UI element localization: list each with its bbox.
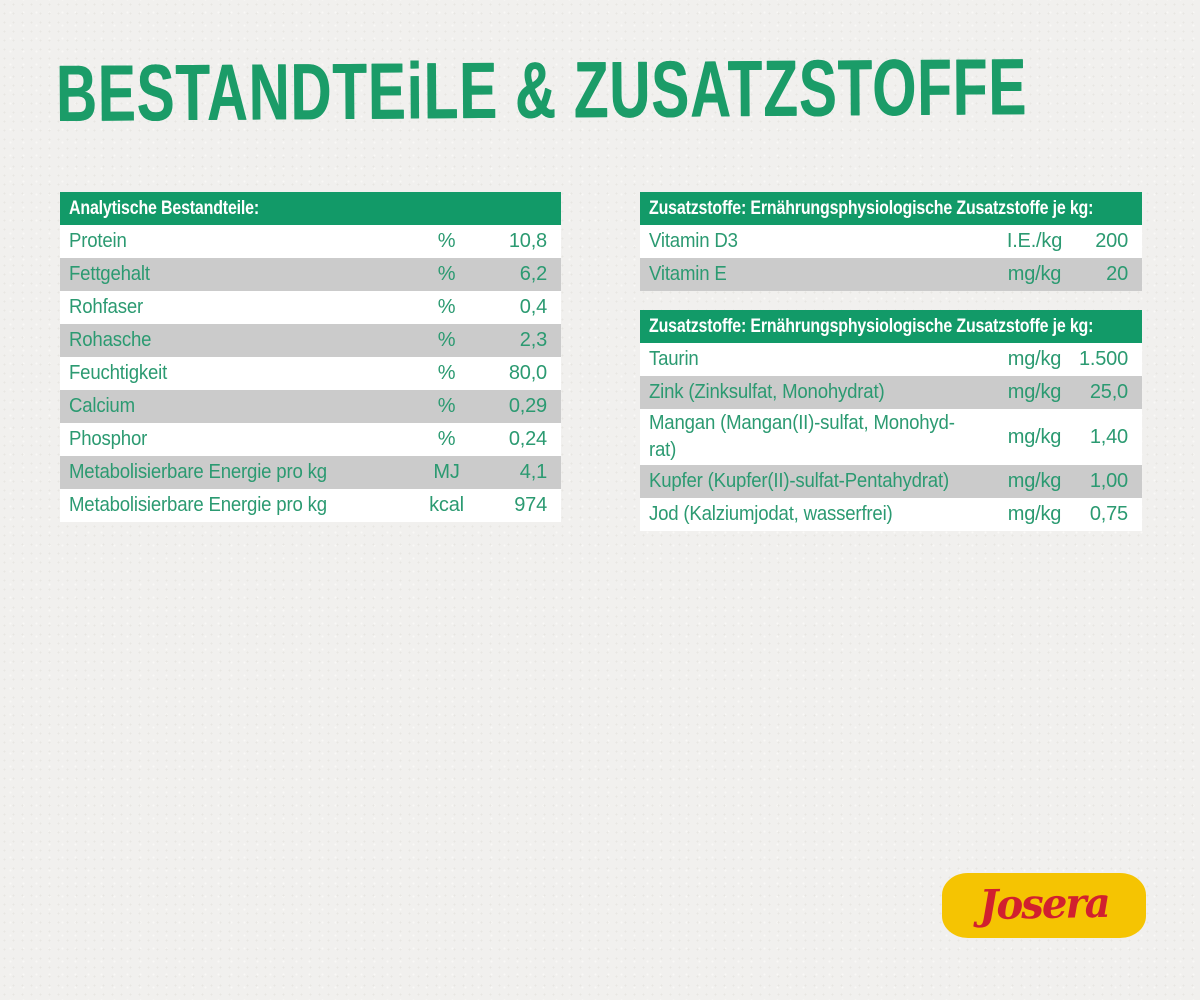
additives-vitamins-table: Zusatzstoffe: Ernährungsphysiologische Z… bbox=[640, 192, 1142, 291]
table-rows: Vitamin D3 I.E./kg 200 Vitamin E mg/kg 2… bbox=[640, 225, 1142, 291]
row-value: 2,3 bbox=[519, 329, 547, 351]
row-name: Jod (Kalziumjodat, wasserfrei) bbox=[649, 503, 893, 525]
row-value: 1,40 bbox=[1089, 425, 1128, 448]
row-value: 10,8 bbox=[508, 230, 547, 252]
analytical-components-table: Analytische Bestandteile: Protein % 10,8… bbox=[60, 192, 561, 522]
table-rows: Taurin mg/kg 1.500 Zink (Zinksulfat, Mon… bbox=[640, 343, 1142, 531]
row-name: Kupfer (Kupfer(II)-sulfat-Pentahydrat) bbox=[649, 470, 949, 492]
row-name: Feuchtigkeit bbox=[69, 362, 168, 384]
row-name: Calcium bbox=[69, 395, 135, 417]
row-name: Taurin bbox=[649, 348, 699, 370]
row-unit: MJ bbox=[433, 461, 460, 483]
additives-trace-elements-table: Zusatzstoffe: Ernährungsphysiologische Z… bbox=[640, 310, 1142, 531]
table-row: Mangan (Mangan(II)-sulfat, Monohyd- rat)… bbox=[640, 409, 1142, 465]
row-name: Rohfaser bbox=[69, 296, 143, 318]
table-header-label: Zusatzstoffe: Ernährungsphysiologische Z… bbox=[649, 197, 1094, 219]
josera-logo-text: Josera bbox=[978, 878, 1110, 929]
row-unit: % bbox=[437, 296, 456, 318]
table-row: Phosphor % 0,24 bbox=[60, 423, 561, 456]
row-unit: kcal bbox=[429, 494, 464, 516]
table-row: Calcium % 0,29 bbox=[60, 390, 561, 423]
row-unit: mg/kg bbox=[1007, 425, 1062, 448]
table-header-label: Analytische Bestandteile: bbox=[69, 197, 260, 219]
table-row: Rohfaser % 0,4 bbox=[60, 291, 561, 324]
josera-logo: Josera bbox=[942, 873, 1146, 938]
table-row: Vitamin E mg/kg 20 bbox=[640, 258, 1142, 291]
table-row: Jod (Kalziumjodat, wasserfrei) mg/kg 0,7… bbox=[640, 498, 1142, 531]
row-value: 0,4 bbox=[519, 296, 547, 318]
table-row: Protein % 10,8 bbox=[60, 225, 561, 258]
table-header: Zusatzstoffe: Ernährungsphysiologische Z… bbox=[640, 192, 1142, 225]
table-row: Kupfer (Kupfer(II)-sulfat-Pentahydrat) m… bbox=[640, 465, 1142, 498]
row-name: Fettgehalt bbox=[69, 263, 150, 285]
row-name: Mangan (Mangan(II)-sulfat, Monohyd- rat) bbox=[649, 412, 955, 461]
row-unit: mg/kg bbox=[1007, 470, 1062, 492]
row-value: 80,0 bbox=[508, 362, 547, 384]
row-name: Phosphor bbox=[69, 428, 148, 450]
row-value: 1.500 bbox=[1078, 348, 1128, 370]
row-value: 200 bbox=[1095, 230, 1128, 252]
row-unit: mg/kg bbox=[1007, 348, 1062, 370]
row-value: 974 bbox=[514, 494, 547, 516]
table-row: Taurin mg/kg 1.500 bbox=[640, 343, 1142, 376]
table-row: Zink (Zinksulfat, Monohydrat) mg/kg 25,0 bbox=[640, 376, 1142, 409]
row-unit: % bbox=[437, 230, 456, 252]
row-name: Rohasche bbox=[69, 329, 152, 351]
row-unit: % bbox=[437, 362, 456, 384]
row-unit: mg/kg bbox=[1007, 503, 1062, 525]
table-header: Zusatzstoffe: Ernährungsphysiologische Z… bbox=[640, 310, 1142, 343]
row-unit: % bbox=[437, 428, 456, 450]
row-name: Zink (Zinksulfat, Monohydrat) bbox=[649, 381, 885, 403]
row-value: 1,00 bbox=[1089, 470, 1128, 492]
table-row: Vitamin D3 I.E./kg 200 bbox=[640, 225, 1142, 258]
row-value: 25,0 bbox=[1089, 381, 1128, 403]
table-header-label: Zusatzstoffe: Ernährungsphysiologische Z… bbox=[649, 315, 1094, 337]
row-value: 0,29 bbox=[508, 395, 547, 417]
row-name: Metabolisierbare Energie pro kg bbox=[69, 494, 327, 516]
row-unit: % bbox=[437, 329, 456, 351]
row-value: 0,75 bbox=[1089, 503, 1128, 525]
row-unit: mg/kg bbox=[1007, 381, 1062, 403]
table-row: Metabolisierbare Energie pro kg MJ 4,1 bbox=[60, 456, 561, 489]
row-unit: % bbox=[437, 263, 456, 285]
row-value: 0,24 bbox=[508, 428, 547, 450]
row-name: Vitamin E bbox=[649, 263, 727, 285]
table-row: Fettgehalt % 6,2 bbox=[60, 258, 561, 291]
page-title: BESTANDTEiLE & ZUSATZSTOFFE bbox=[55, 42, 1028, 138]
row-name: Protein bbox=[69, 230, 127, 252]
row-value: 6,2 bbox=[519, 263, 547, 285]
table-row: Metabolisierbare Energie pro kg kcal 974 bbox=[60, 489, 561, 522]
row-name: Metabolisierbare Energie pro kg bbox=[69, 461, 327, 483]
table-row: Feuchtigkeit % 80,0 bbox=[60, 357, 561, 390]
row-value: 20 bbox=[1106, 263, 1128, 285]
table-rows: Protein % 10,8 Fettgehalt % 6,2 Rohfaser… bbox=[60, 225, 561, 522]
row-unit: % bbox=[437, 395, 456, 417]
row-unit: mg/kg bbox=[1007, 263, 1062, 285]
table-header: Analytische Bestandteile: bbox=[60, 192, 561, 225]
table-row: Rohasche % 2,3 bbox=[60, 324, 561, 357]
row-name: Vitamin D3 bbox=[649, 230, 738, 252]
row-value: 4,1 bbox=[519, 461, 547, 483]
row-unit: I.E./kg bbox=[1006, 230, 1063, 252]
